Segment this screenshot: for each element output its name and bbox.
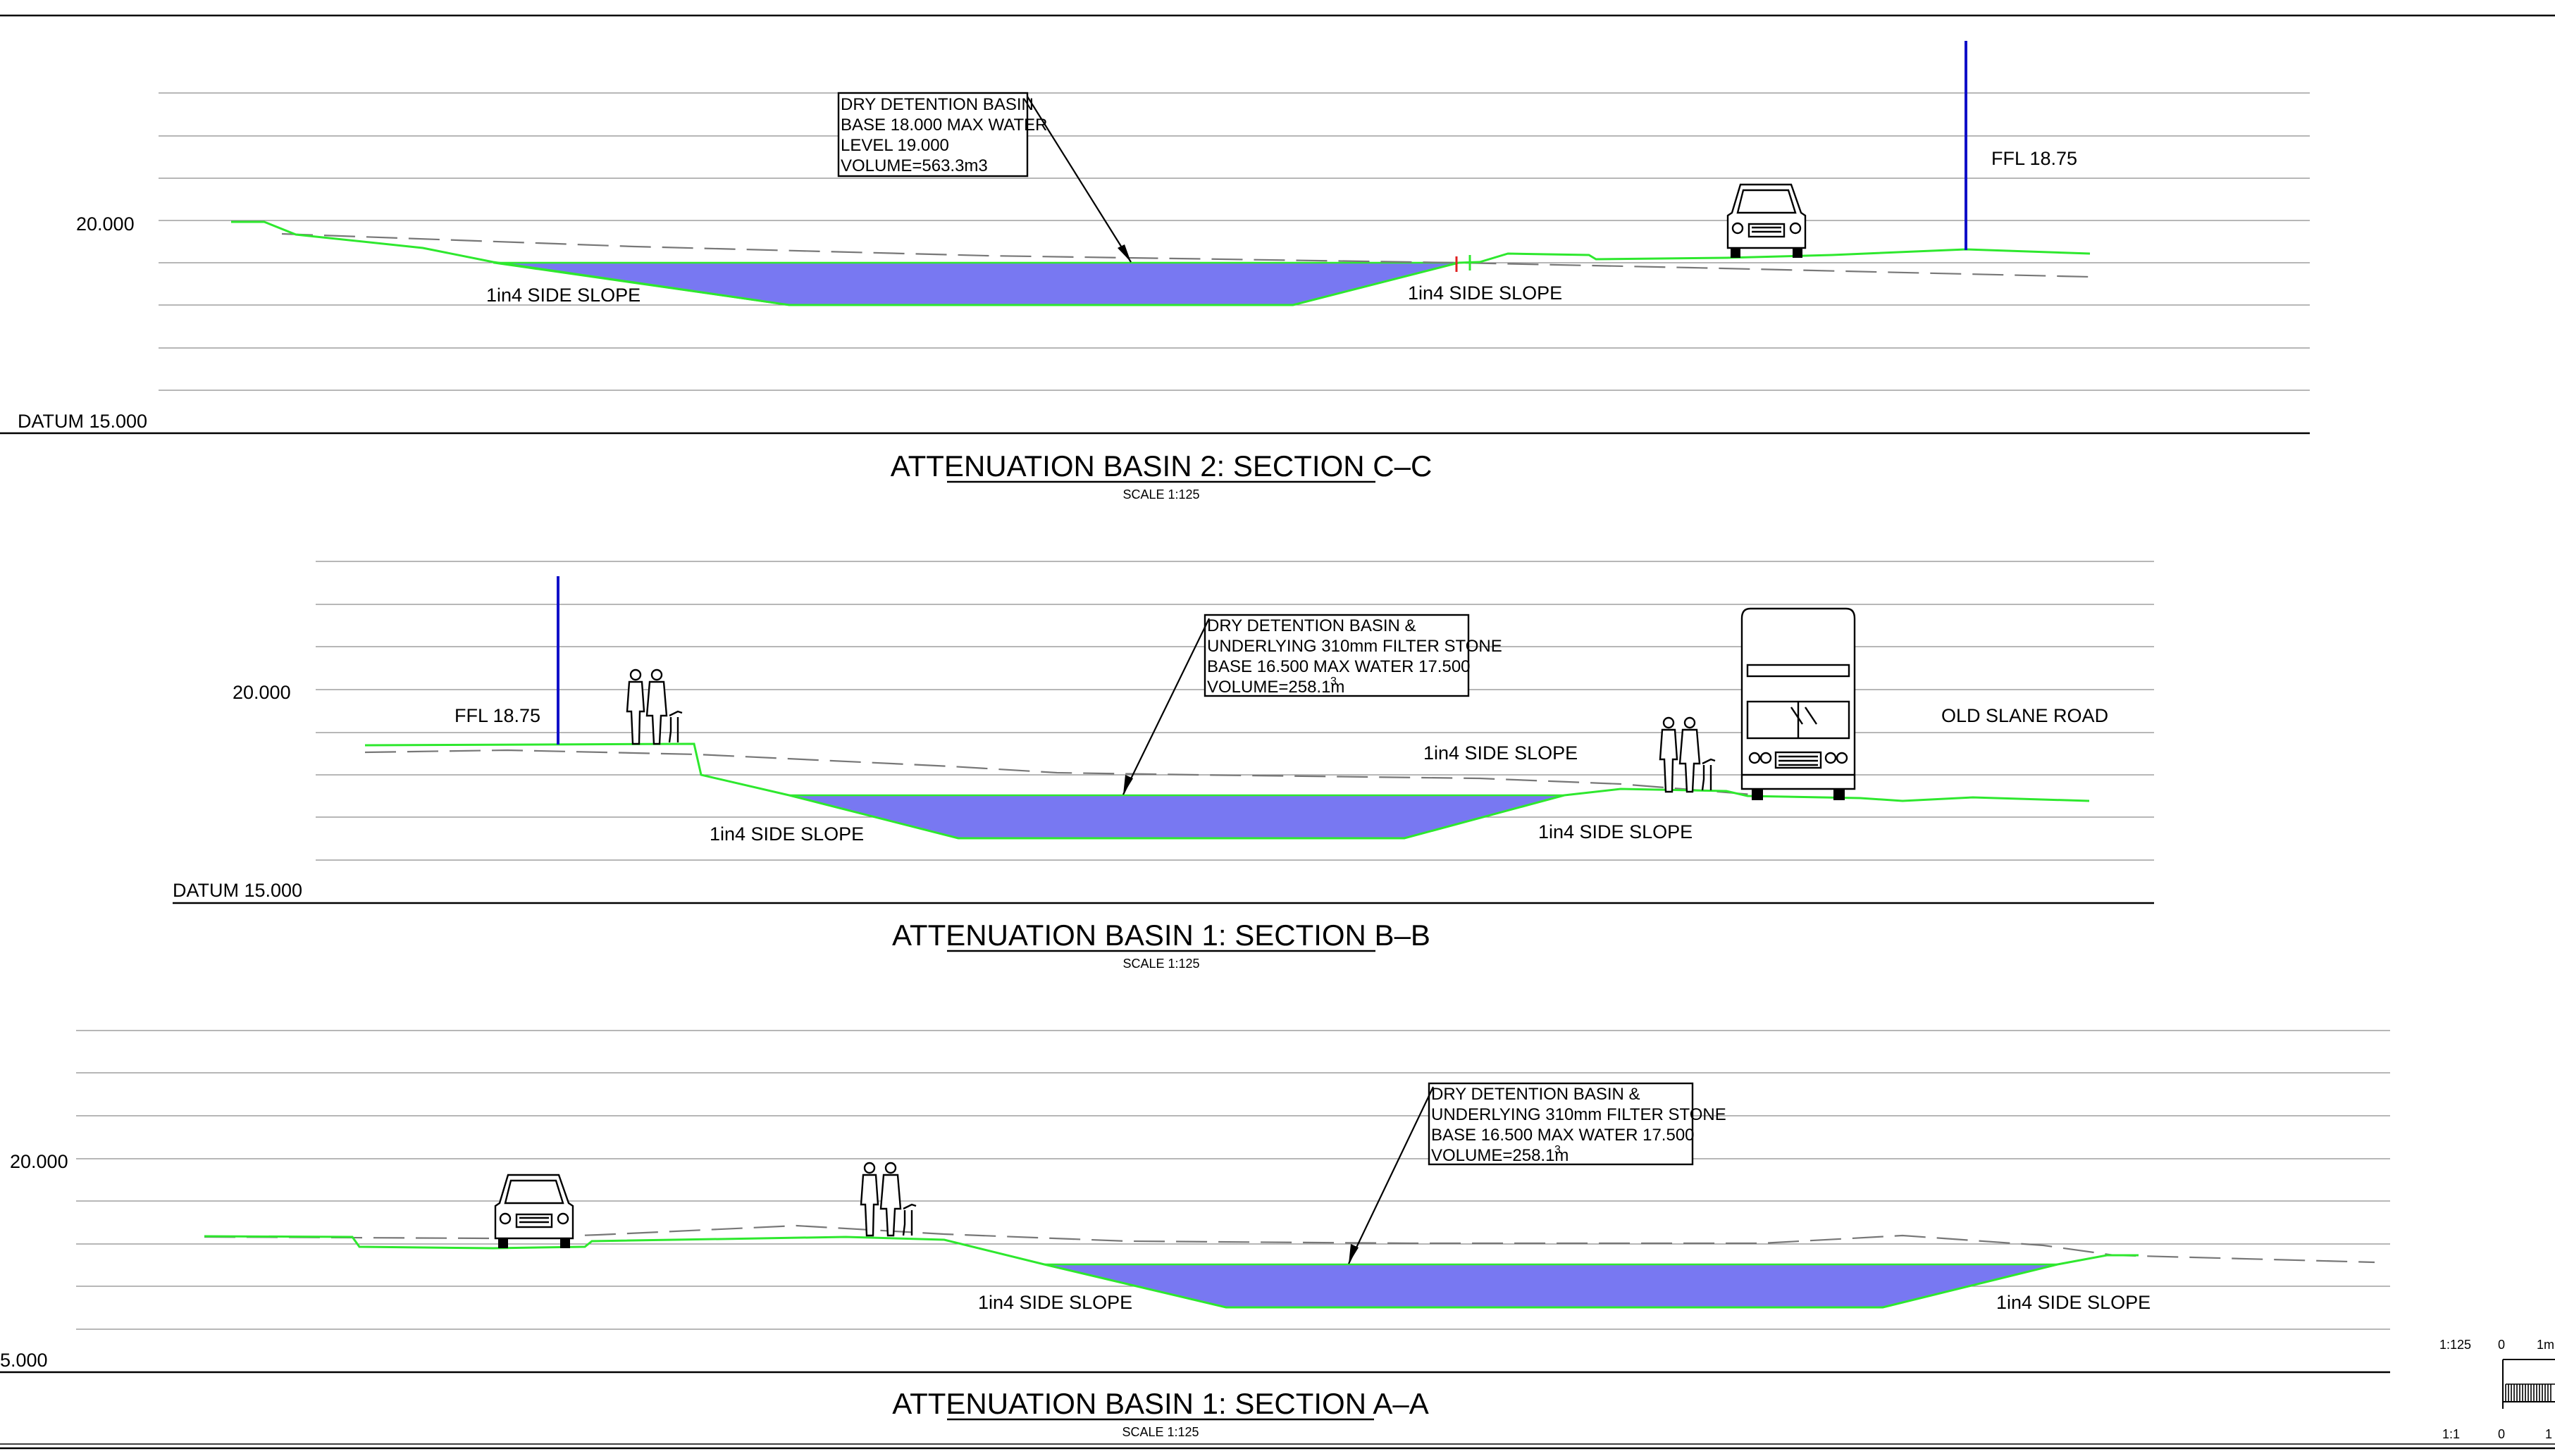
- section-c-callout-line-2: BASE 18.000 MAX WATER: [841, 116, 1047, 135]
- section-b-road-label: OLD SLANE ROAD: [1941, 705, 2108, 726]
- section-c-callout-line-3: LEVEL 19.000: [841, 136, 949, 155]
- section-c-level-label: 20.000: [76, 213, 135, 235]
- section-c-callout-line-1: DRY DETENTION BASIN: [841, 95, 1034, 114]
- section-a-callout-line-1: DRY DETENTION BASIN &: [1431, 1085, 1640, 1104]
- section-a-existing-ground: [204, 1224, 2375, 1264]
- scale-bar-ticks: [2505, 1383, 2555, 1402]
- section-b-slope-top: 1in4 SIDE SLOPE: [1423, 742, 1578, 764]
- section-a-level-label: 20.000: [10, 1151, 68, 1172]
- section-b-level-label: 20.000: [233, 682, 291, 703]
- section-b-callout-superscript: 3: [1330, 676, 1337, 687]
- section-c-callout-line-4: VOLUME=563.3m3: [841, 156, 988, 175]
- section-c-existing-ground: [281, 232, 2091, 278]
- scale-bar-zero-bottom: 0: [2498, 1427, 2505, 1441]
- section-b-bus-icon: [1740, 607, 1856, 800]
- section-b-pedestrians-icon: [626, 668, 683, 745]
- section-a-title: ATTENUATION BASIN 1: SECTION A–A: [892, 1387, 1429, 1420]
- section-c-callout: DRY DETENTION BASIN BASE 18.000 MAX WATE…: [837, 92, 1132, 263]
- section-c-ffl-label: FFL 18.75: [1991, 148, 2077, 169]
- section-a-callout: DRY DETENTION BASIN & UNDERLYING 310mm F…: [1348, 1082, 1726, 1264]
- section-b-ffl-label: FFL 18.75: [454, 705, 540, 726]
- section-b-callout-line-4: VOLUME=258.1m: [1207, 678, 1344, 697]
- scale-bar-one-top: 1m: [2537, 1338, 2554, 1352]
- section-b-pedestrians-right-icon: [1659, 716, 1716, 793]
- section-c-scale: SCALE 1:125: [1122, 487, 1199, 502]
- section-b-slope-right: 1in4 SIDE SLOPE: [1538, 821, 1693, 842]
- section-b-basin-water: [788, 794, 1565, 840]
- section-a-car-icon: [494, 1174, 574, 1248]
- section-a-callout-superscript: 3: [1554, 1144, 1561, 1156]
- section-a-callout-line-2: UNDERLYING 310mm FILTER STONE: [1431, 1105, 1726, 1124]
- section-b-datum-label: DATUM 15.000: [173, 880, 302, 901]
- section-a-grid: [76, 1030, 2390, 1330]
- section-a-callout-line-3: BASE 16.500 MAX WATER 17.500: [1431, 1126, 1695, 1145]
- section-c-slope-left: 1in4 SIDE SLOPE: [486, 285, 641, 306]
- section-b-proposed-ground: [364, 742, 2090, 840]
- section-b-slope-left: 1in4 SIDE SLOPE: [710, 823, 864, 845]
- section-c-datum-label: DATUM 15.000: [18, 411, 147, 432]
- section-a-pedestrians-icon: [860, 1162, 917, 1237]
- section-c-title: ATTENUATION BASIN 2: SECTION C–C: [891, 449, 1433, 483]
- section-c: 20.000 DATUM 15.000 1in4 SIDE SLOPE 1in4…: [0, 41, 2310, 502]
- section-b: 20.000 DATUM 15.000 FFL 18.75 1in4 SIDE …: [173, 561, 2154, 971]
- section-b-title: ATTENUATION BASIN 1: SECTION B–B: [892, 919, 1430, 952]
- section-a-callout-line-4: VOLUME=258.1m: [1431, 1146, 1569, 1165]
- section-b-scale: SCALE 1:125: [1122, 957, 1199, 971]
- scale-bar-ratio-top: 1:125: [2439, 1338, 2471, 1352]
- section-c-slope-right: 1in4 SIDE SLOPE: [1408, 282, 1562, 304]
- section-a-slope-right: 1in4 SIDE SLOPE: [1996, 1292, 2151, 1313]
- section-b-callout: DRY DETENTION BASIN & UNDERLYING 310mm F…: [1122, 614, 1502, 795]
- section-b-callout-line-2: UNDERLYING 310mm FILTER STONE: [1207, 637, 1502, 656]
- scale-bar: 1:125 0 1m 1:1 0 1: [2439, 1338, 2555, 1441]
- section-a-datum-label: 5.000: [0, 1350, 48, 1371]
- scale-bar-ratio-bottom: 1:1: [2442, 1427, 2460, 1441]
- scale-bar-one-bottom: 1: [2545, 1427, 2552, 1441]
- section-b-callout-line-1: DRY DETENTION BASIN &: [1207, 616, 1416, 635]
- section-a-scale: SCALE 1:125: [1122, 1425, 1199, 1439]
- section-b-callout-line-3: BASE 16.500 MAX WATER 17.500: [1207, 657, 1471, 676]
- section-a-proposed-ground: [204, 1235, 2139, 1309]
- section-a-slope-left: 1in4 SIDE SLOPE: [978, 1292, 1132, 1313]
- section-c-car-icon: [1726, 183, 1807, 258]
- scale-bar-zero-top: 0: [2498, 1338, 2505, 1352]
- section-a: 20.000 5.000 1in4 SIDE SLOPE 1in4 SIDE S…: [0, 1030, 2390, 1439]
- section-b-existing-ground: [364, 749, 1762, 797]
